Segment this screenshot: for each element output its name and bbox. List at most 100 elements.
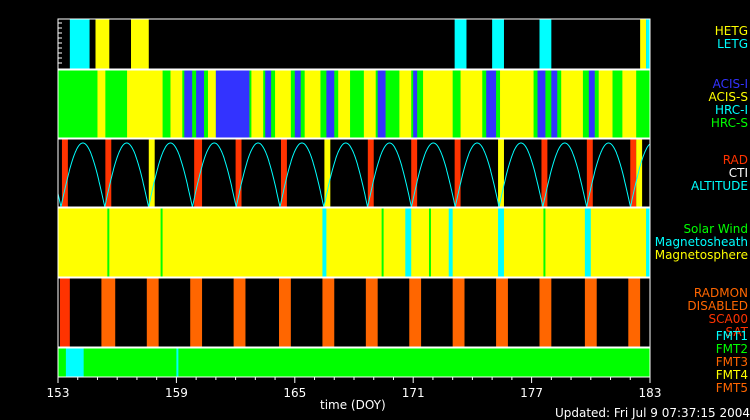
panel-environment-segment — [107, 208, 110, 277]
panel-radmon-segment — [146, 278, 159, 347]
legend-radiation: RAD CTI ALTITUDE — [690, 152, 748, 193]
panel-instrument-segment — [423, 70, 453, 138]
legend-entry: Magnetosheath — [654, 235, 748, 249]
panel-grating-segment — [646, 19, 650, 69]
panel-instrument-segment — [127, 70, 163, 138]
panel-environment-segment — [322, 208, 327, 277]
panel-radmon-segment — [584, 278, 597, 347]
legend-entry: FMT5 — [715, 381, 748, 395]
panel-instrument-segment — [622, 70, 637, 138]
panel-instrument-segment — [196, 70, 205, 138]
panel-radiation-segment — [61, 139, 68, 207]
panel-environment-segment — [584, 208, 591, 277]
panel-environment-segment — [646, 208, 650, 277]
panel-radiation-segment — [105, 139, 112, 207]
panel-environment-segment — [498, 208, 504, 277]
legend-entry: FMT3 — [715, 355, 748, 369]
panel-grating-segment — [454, 19, 467, 69]
panel-radiation-segment — [630, 139, 637, 207]
legend-grating: HETG LETG — [715, 25, 748, 51]
x-tick-label: 153 — [47, 386, 70, 400]
panel-radmon-segment — [539, 278, 552, 347]
panel-instrument-segment — [215, 70, 250, 138]
panel-radmon-segment — [365, 278, 378, 347]
legend-entry: ACIS-S — [708, 90, 748, 104]
panel-instrument-segment — [413, 70, 418, 138]
panel-instrument-segment — [326, 70, 335, 138]
panel-environment-segment — [405, 208, 412, 277]
x-axis-label: time (DOY) — [320, 398, 386, 412]
x-tick-label: 159 — [165, 386, 188, 400]
legend-entry: DISABLED — [687, 298, 748, 313]
panel-grating-frame — [57, 18, 651, 70]
legend-entry: HRC-I — [714, 103, 748, 117]
legend-instrument: ACIS-I ACIS-S HRC-I HRC-S — [709, 78, 748, 130]
panel-radiation-segment — [586, 139, 593, 207]
panel-radiation-frame — [57, 138, 651, 208]
panel-instrument-segment — [275, 70, 291, 138]
legend-entry: LETG — [717, 37, 748, 51]
legend-entry: RADMON — [693, 285, 748, 300]
panel-instrument-segment — [377, 70, 386, 138]
panel-radmon-segment — [101, 278, 116, 347]
panel-instrument-segment — [251, 70, 264, 138]
panel-environment-segment — [381, 208, 384, 277]
panel-radmon-segment — [59, 278, 70, 347]
x-tick-label: 177 — [520, 386, 543, 400]
panel-radiation-segment — [280, 139, 287, 207]
legend-entry: SAT — [725, 324, 748, 339]
panel-radiation-segment — [324, 139, 331, 207]
legend-entry: FMT1 — [715, 329, 748, 343]
legend-entry: RAD — [722, 152, 748, 167]
panel-grating-segment — [131, 19, 149, 69]
x-tick-label: 171 — [402, 386, 425, 400]
panel-instrument-segment — [363, 70, 376, 138]
panel-instrument-segment — [184, 70, 193, 138]
panel-format-segment — [65, 348, 84, 377]
panel-radmon-segment — [409, 278, 422, 347]
panel-grating-segment — [95, 19, 110, 69]
x-axis: 153 159 165 171 177 183 — [47, 376, 661, 400]
legend-entry: ACIS-I — [712, 77, 748, 91]
panel-grating-segment — [69, 19, 90, 69]
legend-entry: HETG — [714, 24, 748, 38]
panel-environment-background — [58, 208, 650, 277]
updated-timestamp: Updated: Fri Jul 9 07:37:15 2004 — [554, 406, 750, 420]
legend-entry: FMT2 — [715, 342, 748, 356]
panel-instrument-segment — [537, 70, 546, 138]
legend-entry: FMT4 — [715, 368, 748, 382]
legend-entry: HRC-S — [710, 116, 748, 130]
panel-instrument-segment — [294, 70, 301, 138]
legend-entry: ALTITUDE — [690, 178, 748, 193]
panel-radiation-segment — [411, 139, 418, 207]
panel-radiation-segment — [148, 139, 155, 207]
panel-instrument-segment — [598, 70, 613, 138]
panel-radmon-segment — [452, 278, 465, 347]
panel-radiation-segment — [636, 139, 643, 207]
panel-radmon-segment — [190, 278, 203, 347]
panel-instrument-segment — [399, 70, 412, 138]
panel-instrument-frame — [57, 69, 651, 139]
panel-radiation-segment — [541, 139, 548, 207]
panel-instrument-segment — [486, 70, 497, 138]
panel-environment-segment — [543, 208, 546, 277]
legend-entry: CTI — [728, 165, 748, 180]
panel-radmon-segment — [233, 278, 246, 347]
panel-environment-segment — [428, 208, 431, 277]
panel-radmon-segment — [322, 278, 335, 347]
panel-instrument-segment — [170, 70, 183, 138]
panel-radiation-segment — [235, 139, 242, 207]
panel-environment-frame — [57, 207, 651, 278]
legend-environment: Solar Wind Magnetosheath Magnetosphere — [655, 223, 748, 262]
legend-format: FMT1 FMT2 FMT3 FMT4 FMT5 — [716, 330, 748, 395]
panel-instrument-segment — [304, 70, 321, 138]
legend-radmon: RADMON DISABLED SCA00 SAT — [687, 285, 748, 339]
panel-environment-segment — [160, 208, 163, 277]
panel-instrument-segment — [207, 70, 216, 138]
panel-radiation-segment — [367, 139, 374, 207]
legend-entry: SCA00 — [708, 311, 748, 326]
panel-environment-segment — [448, 208, 453, 277]
panel-radmon-segment — [496, 278, 508, 347]
panel-format-background — [58, 348, 650, 377]
